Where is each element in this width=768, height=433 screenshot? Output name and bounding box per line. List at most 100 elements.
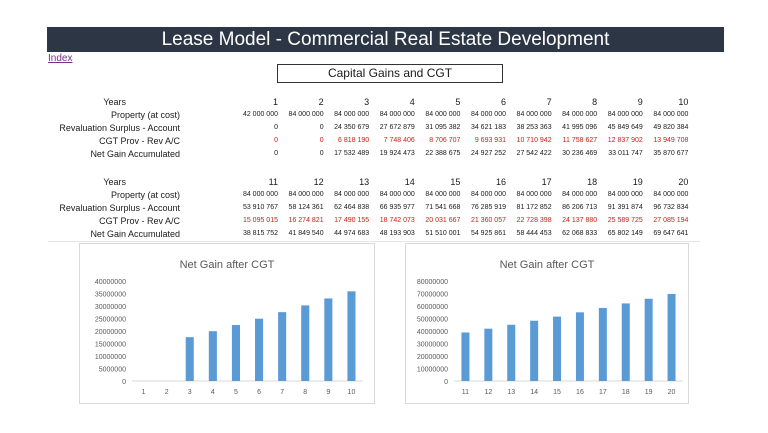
- bar: [185, 337, 194, 381]
- table-cell: 84 000 000: [470, 111, 506, 118]
- table-cell: 84 000 000: [607, 191, 643, 198]
- table-cell: 13 949 708: [653, 137, 689, 144]
- table-cell: 84 000 000: [242, 191, 278, 198]
- x-tick-label: 16: [576, 389, 584, 396]
- table-cell: 69 647 641: [653, 230, 689, 237]
- table-cell: 84 000 000: [516, 111, 552, 118]
- row-label: Net Gain Accumulated: [90, 149, 180, 159]
- table-cell: 8 706 707: [429, 137, 461, 144]
- table-cell: 0: [319, 124, 324, 131]
- year-header-cell: 5: [455, 97, 461, 107]
- table-cell: 84 000 000: [425, 191, 461, 198]
- year-header-cell: 12: [313, 177, 324, 187]
- table-cell: 38 815 752: [242, 230, 278, 237]
- x-tick-label: 19: [645, 389, 653, 396]
- bar: [553, 316, 562, 381]
- y-tick-label: 25000000: [95, 317, 126, 324]
- table-cell: 33 011 747: [608, 150, 643, 157]
- year-header-cell: 4: [409, 97, 415, 107]
- y-tick-label: 20000000: [95, 329, 126, 336]
- bar: [324, 298, 333, 381]
- table-cell: 84 000 000: [562, 191, 598, 198]
- table-cell: 27 085 194: [653, 217, 689, 224]
- x-tick-label: 17: [599, 389, 607, 396]
- table-cell: 53 910 767: [242, 204, 278, 211]
- table-cell: 58 124 361: [288, 204, 324, 211]
- year-header-cell: 19: [632, 177, 643, 187]
- y-tick-label: 20000000: [417, 354, 448, 361]
- row-label: Revaluation Surplus - Account: [59, 123, 180, 133]
- bar: [484, 328, 493, 381]
- y-tick-label: 0: [444, 379, 448, 386]
- bar: [667, 293, 676, 381]
- table-cell: 84 000 000: [562, 111, 598, 118]
- chart-title: Net Gain after CGT: [500, 259, 595, 271]
- x-tick-label: 10: [348, 389, 356, 396]
- year-header-cell: 3: [364, 97, 370, 107]
- table-cell: 84 000 000: [516, 191, 552, 198]
- table-cell: 15 095 015: [242, 217, 278, 224]
- table-cell: 65 802 149: [607, 230, 643, 237]
- table-cell: 84 000 000: [334, 191, 370, 198]
- bar: [278, 312, 287, 381]
- table-cell: 9 693 931: [474, 137, 506, 144]
- bar: [575, 312, 584, 381]
- table-cell: 86 206 713: [562, 204, 598, 211]
- table-cell: 84 000 000: [379, 111, 415, 118]
- table-cell: 31 095 382: [425, 124, 461, 131]
- year-header-cell: 17: [541, 177, 552, 187]
- table-cell: 84 000 000: [379, 191, 415, 198]
- table-cell: 24 137 880: [562, 217, 598, 224]
- table-cell: 18 742 073: [379, 217, 415, 224]
- table-cell: 17 532 489: [334, 150, 370, 157]
- years-label: Years: [103, 97, 126, 107]
- table-cell: 44 974 683: [334, 230, 370, 237]
- table-cell: 0: [319, 150, 324, 157]
- x-tick-label: 14: [530, 389, 538, 396]
- row-label: Property (at cost): [110, 190, 180, 200]
- table-cell: 84 000 000: [653, 191, 689, 198]
- year-header-cell: 9: [637, 97, 643, 107]
- table-cell: 35 870 677: [653, 150, 689, 157]
- x-tick-label: 11: [462, 389, 469, 396]
- chart-title: Net Gain after CGT: [180, 259, 275, 271]
- table-cell: 30 236 469: [562, 150, 598, 157]
- y-tick-label: 35000000: [95, 292, 126, 299]
- table-cell: 76 285 919: [470, 204, 506, 211]
- table-cell: 41 849 540: [288, 230, 324, 237]
- table-cell: 84 000 000: [288, 111, 324, 118]
- year-header-cell: 7: [546, 97, 552, 107]
- x-tick-label: 7: [280, 389, 284, 396]
- year-header-cell: 11: [268, 177, 278, 187]
- index-link[interactable]: Index: [48, 53, 73, 64]
- row-label: CGT Prov - Rev A/C: [99, 216, 180, 226]
- table-cell: 10 710 942: [516, 137, 552, 144]
- table-cell: 71 541 668: [425, 204, 461, 211]
- table-cell: 0: [274, 124, 278, 131]
- year-header-cell: 15: [450, 177, 461, 187]
- y-tick-label: 50000000: [417, 317, 448, 324]
- y-tick-label: 5000000: [99, 367, 126, 374]
- table-cell: 41 995 096: [562, 124, 598, 131]
- table-cell: 84 000 000: [470, 191, 506, 198]
- table-cell: 84 000 000: [653, 111, 689, 118]
- table-cell: 16 274 821: [288, 217, 324, 224]
- table-cell: 51 510 001: [425, 230, 461, 237]
- table-cell: 54 925 861: [470, 230, 506, 237]
- y-tick-label: 30000000: [95, 304, 126, 311]
- table-cell: 17 490 155: [334, 217, 370, 224]
- y-tick-label: 0: [122, 379, 126, 386]
- years-label: Years: [103, 177, 126, 187]
- y-tick-label: 15000000: [95, 342, 126, 349]
- table-cell: 34 621 183: [470, 124, 506, 131]
- table-cell: 81 172 852: [516, 204, 552, 211]
- x-tick-label: 3: [188, 389, 192, 396]
- table-cell: 84 000 000: [334, 111, 370, 118]
- year-header-cell: 8: [592, 97, 598, 107]
- divider: [48, 241, 700, 242]
- y-tick-label: 10000000: [417, 367, 448, 374]
- x-tick-label: 5: [234, 389, 238, 396]
- table-cell: 0: [274, 137, 278, 144]
- table-cell: 42 000 000: [242, 111, 278, 118]
- x-tick-label: 8: [303, 389, 307, 396]
